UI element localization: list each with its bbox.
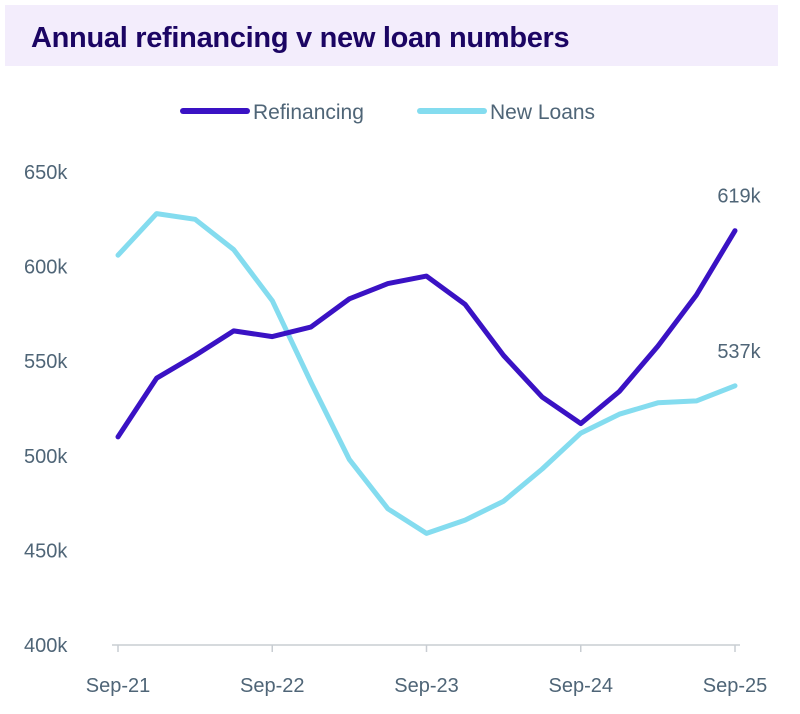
chart-title: Annual refinancing v new loan numbers — [31, 22, 570, 54]
x-tick-label: Sep-25 — [703, 675, 768, 697]
x-tick-label: Sep-24 — [549, 675, 614, 697]
y-tick-label: 500k — [24, 446, 68, 468]
title-bar: Annual refinancing v new loan numbers — [5, 5, 778, 66]
y-tick-label: 650k — [24, 162, 68, 184]
legend: Refinancing New Loans — [180, 101, 595, 124]
y-tick-label: 550k — [24, 351, 68, 373]
y-tick-label: 600k — [24, 257, 68, 279]
legend-label: New Loans — [490, 101, 595, 124]
axes: 400k 450k 500k 550k 600k 650k Sep-21 Sep-22 Sep-… — [24, 162, 767, 697]
x-tick-label: Sep-23 — [394, 675, 459, 697]
series-lines: 537k 619k — [115, 186, 762, 536]
x-tick-label: Sep-21 — [86, 675, 151, 697]
series-line-new-loans — [115, 211, 738, 536]
legend-label: Refinancing — [253, 101, 364, 124]
x-tick-label: Sep-22 — [240, 675, 305, 697]
y-tick-label: 400k — [24, 635, 68, 657]
end-value-label: 619k — [717, 186, 761, 208]
y-tick-label: 450k — [24, 540, 68, 562]
end-value-label: 537k — [717, 341, 761, 363]
